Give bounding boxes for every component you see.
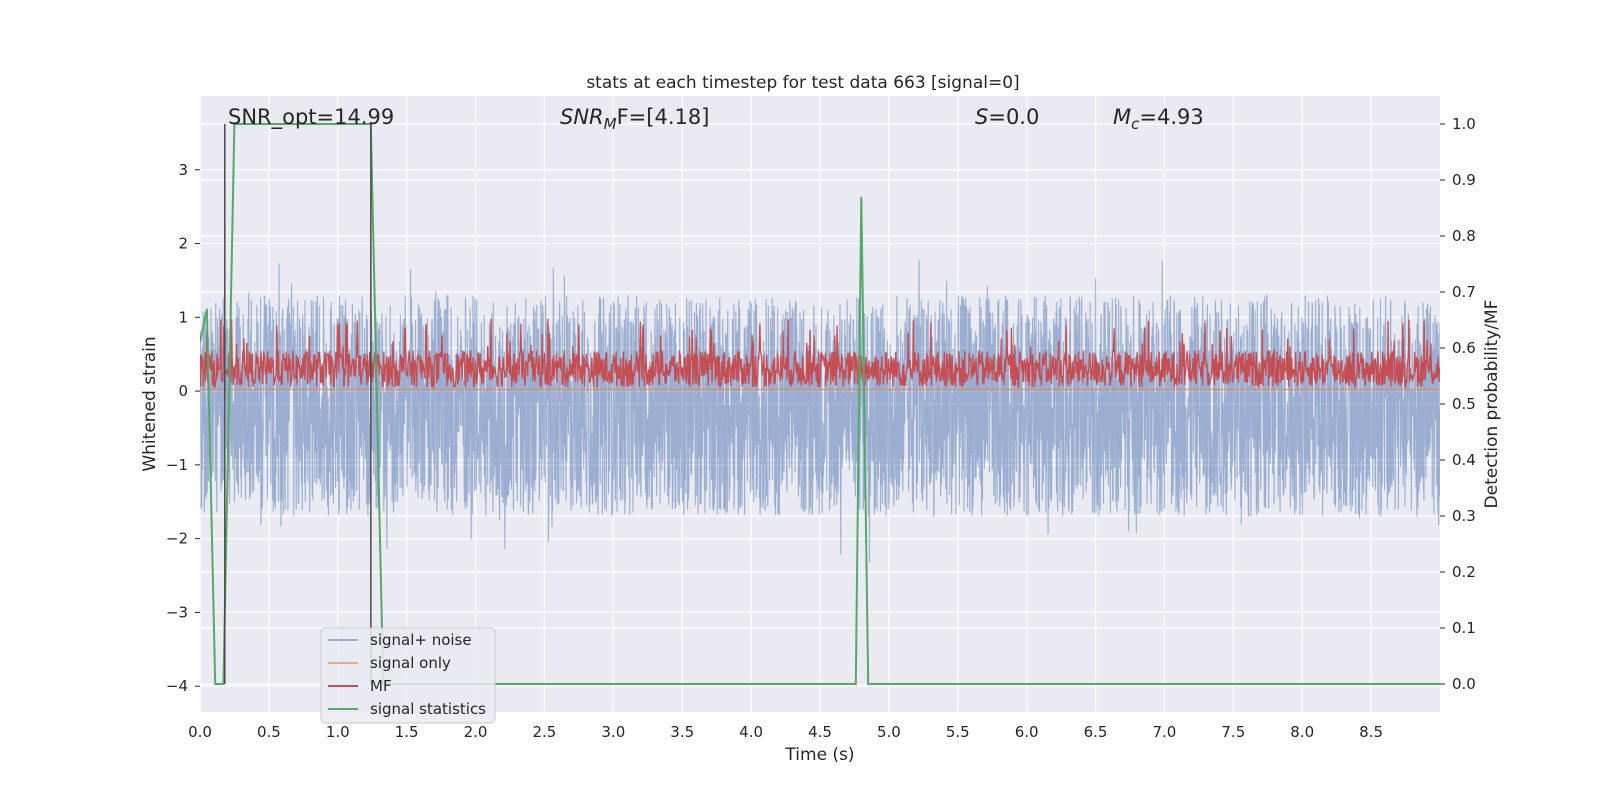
- x-tick-label: 2.5: [533, 723, 557, 741]
- annotation-mc-rest: =4.93: [1139, 105, 1203, 129]
- legend: signal+ noise signal only MF signal stat…: [320, 627, 496, 724]
- annotation-snr-mf-rest: F=[4.18]: [617, 105, 710, 129]
- annotation-snr-mf: SNRMF=[4.18]: [560, 105, 709, 133]
- y2-tick-label: 0.7: [1452, 283, 1476, 301]
- x-tick-label: 4.0: [739, 723, 763, 741]
- y2-tick-label: 0.2: [1452, 563, 1476, 581]
- y2-tick-label: 0.3: [1452, 507, 1476, 525]
- annotation-s-var: S: [975, 105, 988, 129]
- x-tick-label: 2.0: [464, 723, 488, 741]
- y-axis-label: Whitened strain: [140, 336, 160, 471]
- x-tick-label: 6.0: [1015, 723, 1039, 741]
- y2-tick-label: 0.5: [1452, 395, 1476, 413]
- x-tick-label: 5.5: [946, 723, 970, 741]
- y2-tick-label: 1.0: [1452, 115, 1476, 133]
- legend-label-signal-only: signal only: [370, 654, 451, 672]
- y2-axis-label: Detection probability/MF: [1482, 300, 1502, 509]
- chart-title: stats at each timestep for test data 663…: [586, 73, 1019, 93]
- x-tick-label: 5.0: [877, 723, 901, 741]
- legend-box: [320, 627, 496, 724]
- series-mf: [200, 318, 1440, 390]
- y-tick-label: 1: [178, 308, 188, 326]
- y-tick-label: 0: [178, 382, 188, 400]
- x-tick-label: 3.5: [670, 723, 694, 741]
- marker-lines: [224, 124, 372, 684]
- x-tick-label: 8.5: [1359, 723, 1383, 741]
- y-tick-label: 3: [178, 161, 188, 179]
- x-tick-label: 7.0: [1153, 723, 1177, 741]
- y-tick-label: −4: [166, 677, 188, 695]
- y-tick-labels: −4 −3 −2 −1 0 1 2 3: [166, 161, 200, 695]
- x-tick-label: 8.0: [1290, 723, 1314, 741]
- legend-label-signal-statistics: signal statistics: [370, 700, 486, 718]
- x-tick-label: 3.0: [601, 723, 625, 741]
- y2-tick-label: 0.6: [1452, 339, 1476, 357]
- annotation-s: S=0.0: [975, 105, 1039, 129]
- annotation-snr-opt: SNR_opt=14.99: [228, 105, 394, 130]
- y2-tick-label: 0.0: [1452, 675, 1476, 693]
- legend-label-signal-noise: signal+ noise: [370, 631, 472, 649]
- x-tick-label: 0.5: [257, 723, 281, 741]
- y2-tick-label: 0.1: [1452, 619, 1476, 637]
- x-tick-labels: 0.0 0.5 1.0 1.5 2.0 2.5 3.0 3.5 4.0 4.5 5.0 5.5 6.0 6…: [188, 723, 1383, 741]
- x-tick-label: 1.0: [326, 723, 350, 741]
- x-tick-label: 0.0: [188, 723, 212, 741]
- y-tick-label: 2: [178, 235, 188, 253]
- y-tick-label: −3: [166, 603, 188, 621]
- y2-tick-label: 0.8: [1452, 227, 1476, 245]
- annotation-mc-sub: c: [1131, 115, 1140, 133]
- y-tick-label: −2: [166, 530, 188, 548]
- x-tick-label: 6.5: [1084, 723, 1108, 741]
- x-axis-label: Time (s): [784, 745, 854, 765]
- annotation-mc-base: M: [1113, 105, 1131, 129]
- series-signal-noise: [200, 260, 1440, 563]
- x-tick-label: 7.5: [1221, 723, 1245, 741]
- y2-tick-label: 0.9: [1452, 171, 1476, 189]
- x-tick-label: 1.5: [395, 723, 419, 741]
- y2-tick-label: 0.4: [1452, 451, 1476, 469]
- y-tick-label: −1: [166, 456, 188, 474]
- x-tick-label: 4.5: [808, 723, 832, 741]
- annotation-snr-mf-base: SNR: [560, 105, 604, 129]
- annotation-s-rest: =0.0: [988, 105, 1039, 129]
- legend-label-mf: MF: [370, 677, 392, 695]
- annotation-snr-mf-sub: M: [604, 115, 617, 133]
- annotation-mc: Mc=4.93: [1113, 105, 1204, 133]
- y2-tick-labels: 0.0 0.1 0.2 0.3 0.4 0.5 0.6 0.7 0.8 0.9 1.0: [1440, 115, 1476, 693]
